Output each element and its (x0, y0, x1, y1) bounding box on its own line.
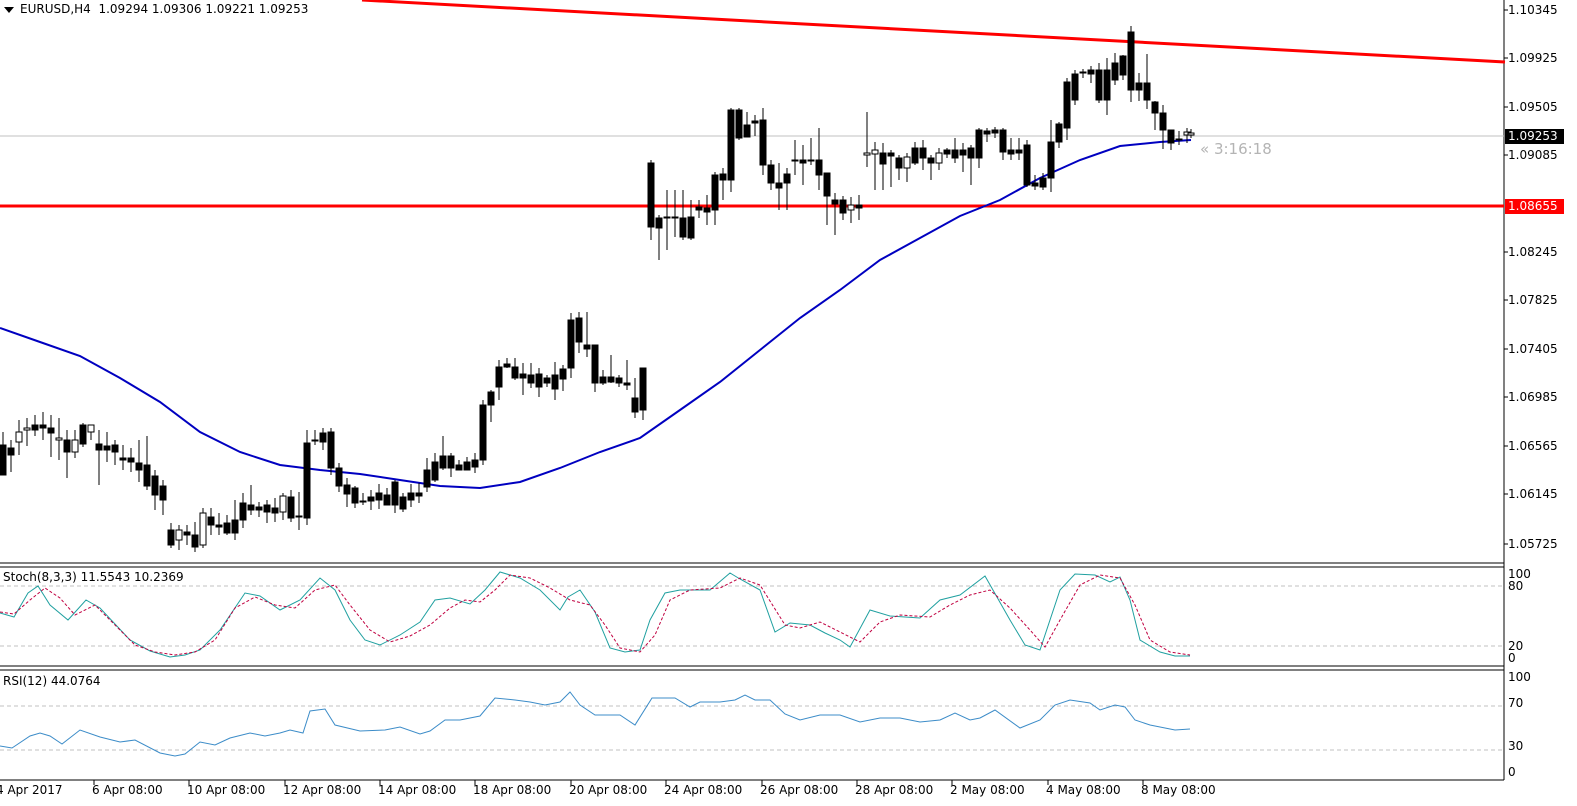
price-tick-label: 1.07825 (1508, 293, 1558, 307)
bar-countdown: « 3:16:18 (1200, 140, 1272, 158)
rsi-line (0, 691, 1191, 757)
price-tick-label: 1.06565 (1508, 439, 1558, 453)
time-tick-label: 10 Apr 08:00 (187, 783, 266, 797)
price-tick-label: 1.09925 (1508, 51, 1558, 65)
time-tick-label: 26 Apr 08:00 (760, 783, 839, 797)
rsi-level-30: 30 (1508, 739, 1524, 753)
price-tick-label: 1.09085 (1508, 148, 1558, 162)
price-axis-ticks (1504, 9, 1508, 545)
rsi-level-70: 70 (1508, 696, 1524, 710)
stoch-level-0: 0 (1508, 651, 1516, 665)
time-tick-label: 4 Apr 2017 (0, 783, 63, 797)
stoch-signal-line (0, 574, 1191, 656)
rsi-title: RSI(12) 44.0764 (3, 674, 101, 688)
candlestick-series (0, 26, 1195, 552)
dropdown-arrow-icon[interactable] (4, 6, 14, 13)
time-tick-label: 18 Apr 08:00 (473, 783, 552, 797)
moving-average-line (0, 139, 1192, 490)
stoch-level-20: 20 (1508, 639, 1524, 653)
stoch-main-line (0, 571, 1190, 658)
symbol-label: EURUSD,H4 (20, 2, 91, 16)
price-tick-label: 1.09505 (1508, 100, 1558, 114)
price-tick-label: 1.08245 (1508, 245, 1558, 259)
stoch-title: Stoch(8,3,3) 11.5543 10.2369 (3, 570, 184, 584)
trendline[interactable] (361, 0, 1506, 64)
time-axis-ticks (93, 780, 1144, 785)
time-tick-label: 14 Apr 08:00 (378, 783, 457, 797)
price-tick-label: 1.05725 (1508, 537, 1558, 551)
price-tick-label: 1.07405 (1508, 342, 1558, 356)
time-tick-label: 12 Apr 08:00 (283, 783, 362, 797)
time-tick-label: 6 Apr 08:00 (92, 783, 163, 797)
time-tick-label: 8 May 08:00 (1141, 783, 1216, 797)
price-tick-label: 1.06985 (1508, 390, 1558, 404)
rsi-level-100: 100 (1508, 670, 1531, 684)
stoch-level-80: 80 (1508, 579, 1524, 593)
price-tick-label: 1.06145 (1508, 487, 1558, 501)
time-tick-label: 2 May 08:00 (950, 783, 1025, 797)
time-tick-label: 20 Apr 08:00 (569, 783, 648, 797)
support-price-tag: 1.08655 (1505, 199, 1564, 214)
time-tick-label: 4 May 08:00 (1046, 783, 1121, 797)
stoch-level-100: 100 (1508, 567, 1531, 581)
current-price-tag: 1.09253 (1505, 129, 1564, 144)
time-tick-label: 28 Apr 08:00 (855, 783, 934, 797)
rsi-level-0: 0 (1508, 765, 1516, 779)
ohlc-values: 1.09294 1.09306 1.09221 1.09253 (98, 2, 309, 16)
price-tick-label: 1.10345 (1508, 3, 1558, 17)
time-tick-label: 24 Apr 08:00 (664, 783, 743, 797)
chart-title: EURUSD,H4 1.09294 1.09306 1.09221 1.0925… (4, 2, 308, 16)
